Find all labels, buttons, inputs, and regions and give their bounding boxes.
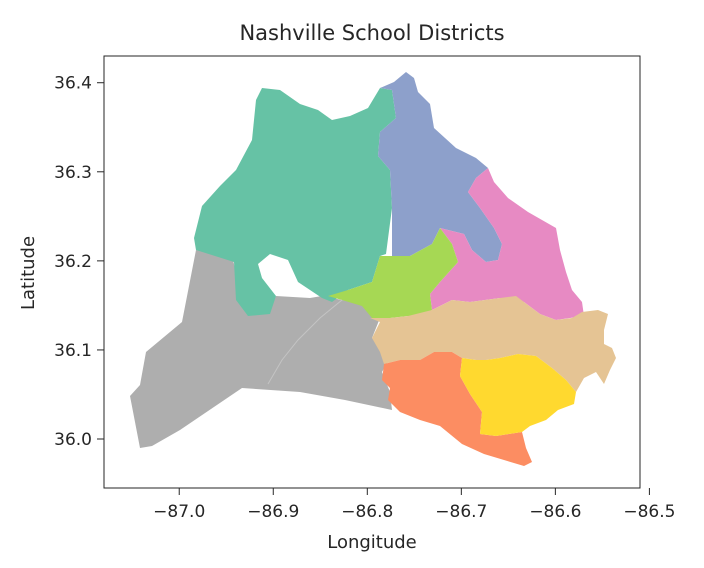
y-tick-label: 36.3	[54, 163, 92, 183]
district-northwest	[194, 88, 396, 316]
x-tick-label: −86.9	[247, 502, 299, 522]
x-tick-label: −86.5	[623, 502, 675, 522]
district-central	[328, 228, 458, 318]
x-axis-label: Longitude	[327, 532, 417, 553]
district-south-central	[460, 354, 576, 436]
x-tick-label: −86.7	[435, 502, 487, 522]
x-axis: −87.0 −86.9 −86.8 −86.7 −86.6 −86.5	[153, 488, 675, 522]
y-tick-label: 36.0	[54, 430, 92, 450]
y-tick-label: 36.1	[54, 341, 92, 361]
plot-frame	[103, 55, 641, 489]
x-tick-label: −87.0	[153, 502, 205, 522]
district-south	[382, 352, 532, 466]
district-southeast	[370, 296, 616, 392]
district-polygons	[130, 72, 616, 466]
district-boundary-line	[267, 299, 343, 385]
x-tick-label: −86.6	[529, 502, 581, 522]
chart-title: Nashville School Districts	[239, 21, 504, 45]
district-north	[378, 72, 502, 262]
y-tick-label: 36.4	[54, 74, 92, 94]
y-tick-label: 36.2	[54, 252, 92, 272]
x-tick-label: −86.8	[341, 502, 393, 522]
y-axis-label: Latitude	[18, 236, 39, 310]
y-axis: 36.0 36.1 36.2 36.3 36.4	[54, 74, 104, 450]
district-northeast	[430, 168, 584, 320]
